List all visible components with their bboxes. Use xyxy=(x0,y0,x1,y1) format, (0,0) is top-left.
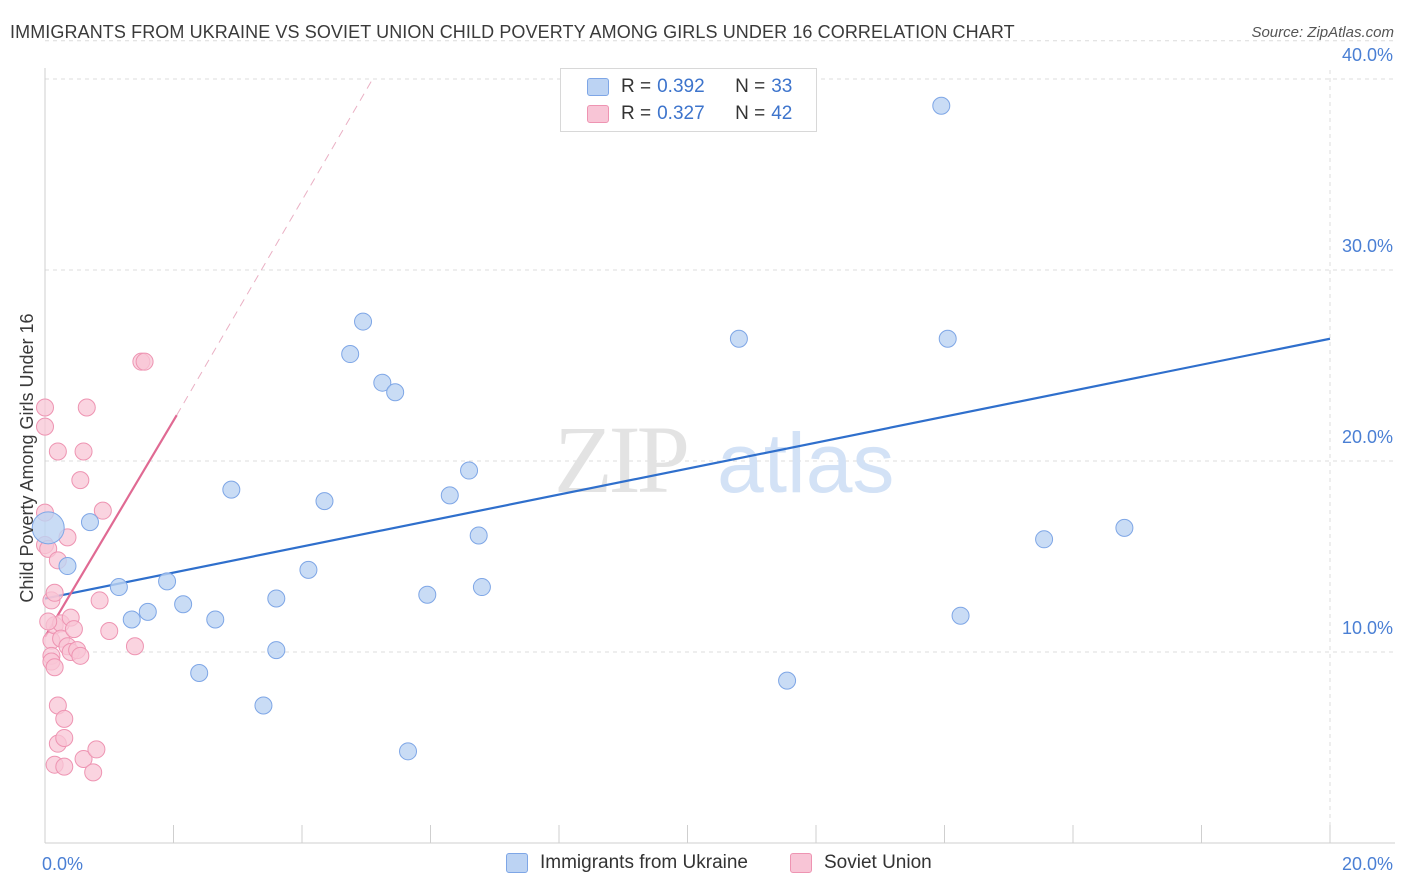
trendline-soviet-extension xyxy=(176,78,374,416)
x-tick-label: 20.0% xyxy=(1342,854,1393,874)
points-layer xyxy=(31,96,1134,782)
point-ukraine xyxy=(373,373,392,392)
legend-n-value: 42 xyxy=(771,103,793,124)
series-label-soviet: Soviet Union xyxy=(824,852,932,873)
point-ukraine xyxy=(138,602,157,621)
point-soviet xyxy=(45,658,64,677)
series-legend-ukraine: Immigrants from Ukraine xyxy=(506,852,748,874)
point-ukraine xyxy=(109,578,128,597)
point-soviet xyxy=(36,398,54,417)
legend-swatch-ukraine xyxy=(587,78,609,96)
point-soviet xyxy=(74,442,93,461)
trendline-soviet xyxy=(44,414,178,638)
y-axis-label: Child Poverty Among Girls Under 16 xyxy=(17,313,37,602)
series-legend: Immigrants from Ukraine Soviet Union xyxy=(0,852,1406,878)
point-ukraine xyxy=(399,742,418,761)
point-ukraine xyxy=(440,486,459,505)
point-ukraine xyxy=(932,96,951,115)
point-ukraine xyxy=(469,526,488,545)
legend-r-value: 0.327 xyxy=(657,103,705,124)
trend-layer xyxy=(44,78,1331,638)
point-ukraine xyxy=(31,511,65,545)
point-ukraine xyxy=(299,560,318,579)
point-ukraine xyxy=(1035,530,1054,549)
y-tick-label: 10.0% xyxy=(1342,618,1393,638)
point-soviet xyxy=(71,471,90,490)
point-soviet xyxy=(90,591,109,610)
point-soviet xyxy=(71,646,90,665)
x-tick-label: 0.0% xyxy=(42,854,83,874)
point-ukraine xyxy=(122,610,141,629)
point-soviet xyxy=(55,757,74,776)
y-tick-label: 30.0% xyxy=(1342,236,1393,256)
watermark-atlas: atlas xyxy=(717,416,894,510)
point-ukraine xyxy=(58,557,77,576)
point-ukraine xyxy=(951,606,970,625)
point-soviet xyxy=(77,398,96,417)
point-soviet xyxy=(125,637,144,656)
series-swatch-ukraine xyxy=(506,853,528,873)
point-ukraine xyxy=(1115,518,1134,537)
point-soviet xyxy=(87,740,106,759)
point-ukraine xyxy=(267,641,286,660)
point-soviet xyxy=(45,583,64,602)
point-ukraine xyxy=(222,480,241,499)
y-tick-label: 40.0% xyxy=(1342,45,1393,65)
stats-legend: R = 0.392 N = 33 R = 0.327 N = 42 xyxy=(560,68,817,132)
point-soviet xyxy=(74,749,93,768)
point-ukraine xyxy=(418,585,437,604)
point-soviet xyxy=(100,621,119,640)
point-ukraine xyxy=(267,589,286,608)
point-ukraine xyxy=(190,664,209,683)
legend-n-label: N = xyxy=(735,103,766,124)
source-label: Source: ZipAtlas.com xyxy=(1251,24,1394,41)
trendline-ukraine xyxy=(44,337,1331,600)
legend-r-label: R = xyxy=(621,103,652,124)
point-soviet xyxy=(48,442,67,461)
point-ukraine xyxy=(460,461,479,480)
point-ukraine xyxy=(254,696,273,715)
point-ukraine xyxy=(80,513,99,532)
point-soviet xyxy=(64,620,83,639)
point-ukraine xyxy=(206,610,225,629)
point-ukraine xyxy=(315,492,334,511)
point-ukraine xyxy=(778,671,797,690)
legend-swatch-soviet xyxy=(587,105,609,123)
point-ukraine xyxy=(729,329,748,348)
legend-row-soviet: R = 0.327 N = 42 xyxy=(587,102,792,126)
point-soviet xyxy=(55,728,74,747)
point-soviet xyxy=(84,763,103,782)
legend-n-label: N = xyxy=(735,76,766,97)
point-soviet xyxy=(55,709,74,728)
point-soviet xyxy=(93,501,112,520)
point-ukraine xyxy=(341,345,360,364)
legend-row-ukraine: R = 0.392 N = 33 xyxy=(587,75,792,99)
axes-layer xyxy=(44,68,1395,844)
point-ukraine xyxy=(174,595,193,614)
point-ukraine xyxy=(472,578,491,597)
point-ukraine xyxy=(386,383,405,402)
point-ukraine xyxy=(354,312,373,331)
legend-n-value: 33 xyxy=(771,76,793,97)
point-soviet xyxy=(135,352,154,371)
y-tick-label: 20.0% xyxy=(1342,427,1393,447)
series-legend-soviet: Soviet Union xyxy=(790,852,932,874)
point-ukraine xyxy=(938,329,957,348)
legend-r-value: 0.392 xyxy=(657,76,705,97)
series-swatch-soviet xyxy=(790,853,812,873)
legend-r-label: R = xyxy=(621,76,652,97)
series-label-ukraine: Immigrants from Ukraine xyxy=(540,852,748,873)
point-soviet xyxy=(39,612,58,631)
chart-title: IMMIGRANTS FROM UKRAINE VS SOVIET UNION … xyxy=(10,22,1015,42)
watermark-zip: ZIP xyxy=(554,406,687,513)
point-soviet xyxy=(36,417,54,436)
point-ukraine xyxy=(158,572,177,591)
tick-labels: 10.0% 20.0% 30.0% 40.0% 0.0% 20.0% xyxy=(42,45,1393,874)
